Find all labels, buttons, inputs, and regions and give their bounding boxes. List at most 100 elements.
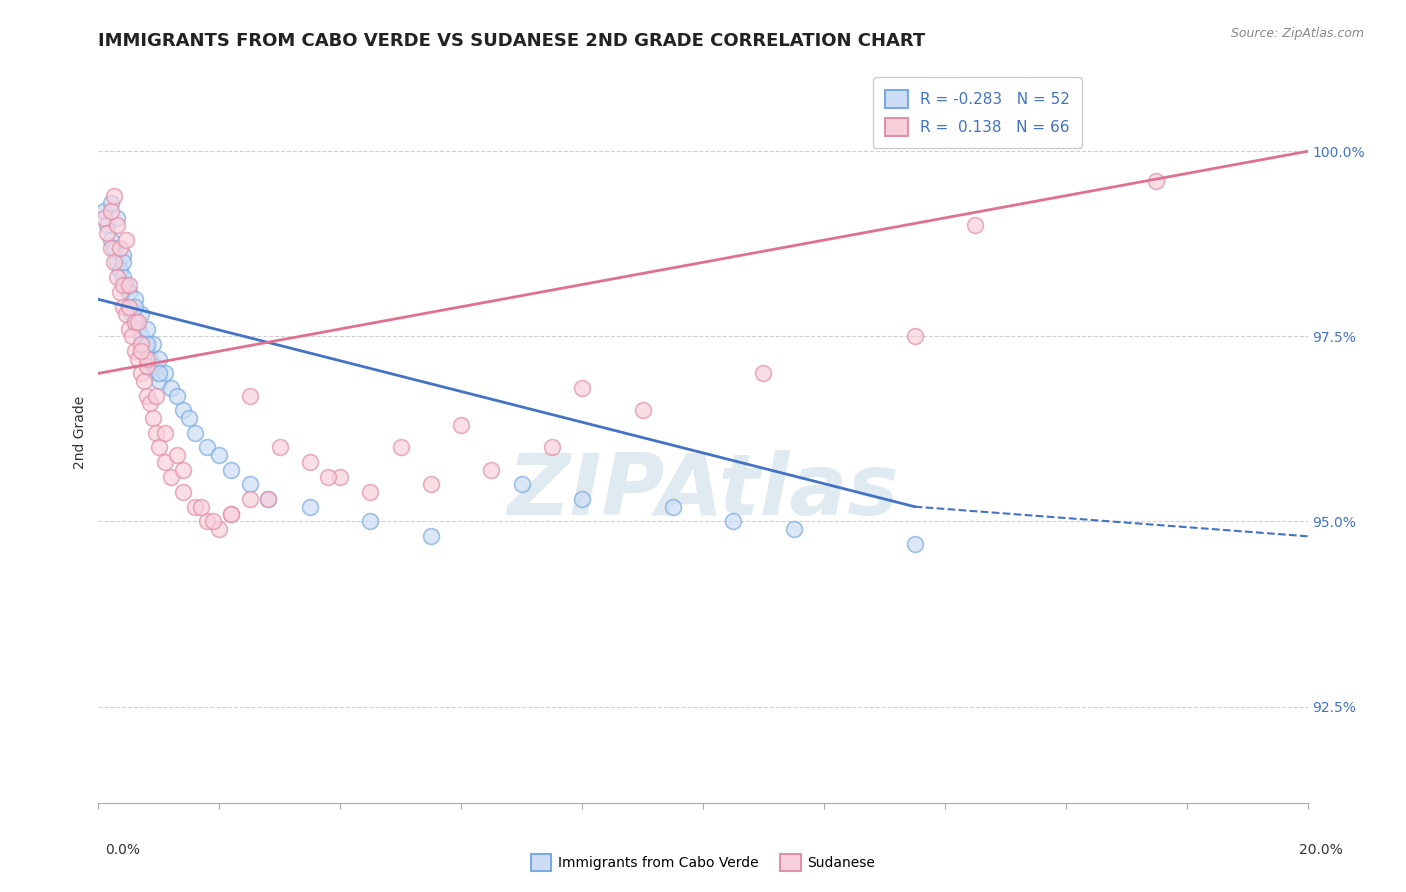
Point	[124, 315, 146, 329]
Point	[139, 396, 162, 410]
Point	[108, 262, 131, 277]
Point	[179, 410, 201, 425]
Point	[127, 351, 149, 366]
Point	[135, 389, 157, 403]
Point	[121, 307, 143, 321]
Point	[571, 492, 593, 507]
Point	[420, 477, 443, 491]
Point	[127, 322, 149, 336]
Point	[160, 470, 183, 484]
Point	[100, 233, 122, 247]
Text: 20.0%: 20.0%	[1299, 843, 1343, 857]
Point	[166, 448, 188, 462]
Point	[904, 536, 927, 550]
Point	[111, 277, 134, 292]
Point	[135, 351, 157, 366]
Point	[631, 403, 654, 417]
Point	[172, 484, 194, 499]
Point	[129, 344, 152, 359]
Point	[129, 336, 152, 351]
Point	[129, 329, 152, 343]
Point	[142, 336, 165, 351]
Point	[172, 403, 194, 417]
Point	[172, 462, 194, 476]
Point	[783, 522, 806, 536]
Point	[118, 300, 141, 314]
Point	[105, 211, 128, 225]
Point	[752, 367, 775, 381]
Point	[208, 522, 231, 536]
Point	[135, 322, 157, 336]
Point	[299, 500, 322, 514]
Point	[142, 410, 165, 425]
Point	[299, 455, 322, 469]
Text: ZIPAtlas: ZIPAtlas	[508, 450, 898, 533]
Point	[316, 470, 339, 484]
Point	[139, 351, 162, 366]
Point	[93, 211, 115, 225]
Point	[202, 515, 225, 529]
Point	[105, 219, 128, 233]
Point	[93, 203, 115, 218]
Point	[103, 188, 125, 202]
Point	[118, 277, 141, 292]
Point	[135, 336, 157, 351]
Point	[481, 462, 503, 476]
Point	[360, 515, 382, 529]
Point	[100, 241, 122, 255]
Point	[129, 367, 152, 381]
Point	[221, 507, 243, 521]
Point	[114, 277, 136, 292]
Point	[153, 425, 176, 440]
Point	[160, 381, 183, 395]
Point	[118, 322, 141, 336]
Point	[208, 448, 231, 462]
Point	[103, 255, 125, 269]
Point	[221, 507, 243, 521]
Point	[184, 500, 207, 514]
Point	[111, 255, 134, 269]
Point	[145, 367, 167, 381]
Point	[389, 441, 412, 455]
Point	[108, 241, 131, 255]
Point	[239, 389, 262, 403]
Point	[114, 307, 136, 321]
Legend: Immigrants from Cabo Verde, Sudanese: Immigrants from Cabo Verde, Sudanese	[524, 848, 882, 876]
Text: IMMIGRANTS FROM CABO VERDE VS SUDANESE 2ND GRADE CORRELATION CHART: IMMIGRANTS FROM CABO VERDE VS SUDANESE 2…	[98, 32, 925, 50]
Y-axis label: 2nd Grade: 2nd Grade	[73, 396, 87, 469]
Point	[239, 492, 262, 507]
Point	[118, 285, 141, 299]
Text: 0.0%: 0.0%	[105, 843, 141, 857]
Point	[124, 344, 146, 359]
Point	[148, 374, 170, 388]
Point	[111, 248, 134, 262]
Point	[195, 515, 218, 529]
Point	[904, 329, 927, 343]
Point	[111, 300, 134, 314]
Point	[108, 285, 131, 299]
Point	[190, 500, 212, 514]
Point	[661, 500, 683, 514]
Point	[269, 441, 291, 455]
Point	[114, 233, 136, 247]
Point	[965, 219, 987, 233]
Point	[124, 293, 146, 307]
Point	[195, 441, 218, 455]
Point	[145, 389, 167, 403]
Point	[124, 300, 146, 314]
Point	[540, 441, 562, 455]
Point	[103, 241, 125, 255]
Point	[420, 529, 443, 543]
Point	[148, 351, 170, 366]
Point	[145, 425, 167, 440]
Point	[100, 203, 122, 218]
Point	[153, 455, 176, 469]
Point	[105, 270, 128, 285]
Point	[153, 367, 176, 381]
Point	[510, 477, 533, 491]
Point	[329, 470, 352, 484]
Legend: R = -0.283   N = 52, R =  0.138   N = 66: R = -0.283 N = 52, R = 0.138 N = 66	[873, 78, 1083, 148]
Point	[256, 492, 278, 507]
Point	[132, 336, 155, 351]
Point	[142, 359, 165, 373]
